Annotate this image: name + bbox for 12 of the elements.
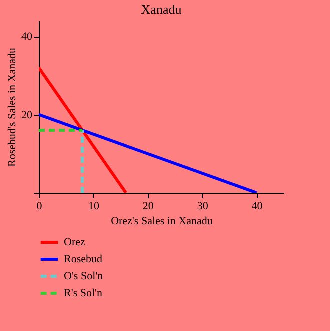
x-axis-title: Orez's Sales in Xanadu <box>111 216 214 228</box>
legend-label: Rosebud <box>64 254 103 266</box>
y-axis-title: Rosebud's Sales in Xanadu <box>6 48 18 167</box>
legend-label: R's Sol'n <box>64 288 104 300</box>
legend-label: Orez <box>64 236 86 248</box>
x-tick-label: 40 <box>252 200 264 212</box>
x-tick-label: 10 <box>88 200 100 212</box>
chart-title: Xanadu <box>141 2 182 17</box>
x-tick-label: 20 <box>142 200 154 212</box>
x-tick-label: 30 <box>197 200 209 212</box>
x-tick-label: 0 <box>36 200 43 212</box>
legend-label: O's Sol'n <box>64 270 104 282</box>
